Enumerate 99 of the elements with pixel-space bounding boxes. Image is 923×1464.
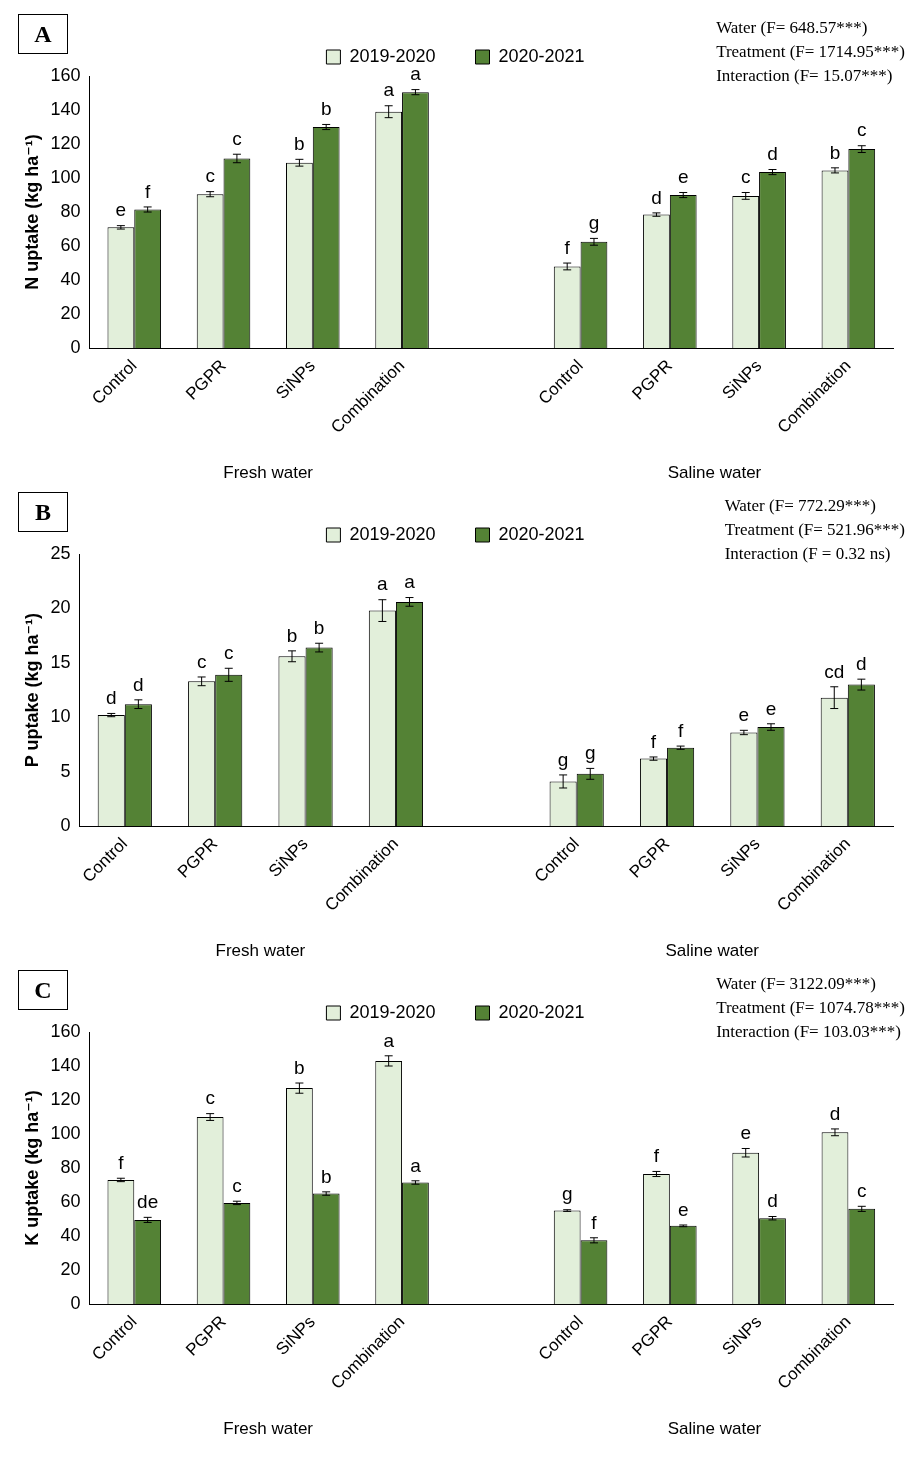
data-label: b [829,141,841,163]
data-label: d [829,1102,841,1124]
data-label: d [767,143,778,165]
data-label: b [294,1056,305,1078]
y-tick-label: 20 [50,597,71,618]
annotation: Interaction (F= 103.03***) [716,1021,902,1043]
data-label: cd [824,660,845,682]
data-label: e [677,1198,689,1220]
data-label: d [105,687,117,709]
legend-label: 2019-2020 [349,523,436,544]
y-tick-label: 160 [50,64,81,85]
y-tick-label: 140 [50,1054,81,1075]
data-label: e [765,697,777,719]
data-label: f [591,1211,598,1233]
y-tick-label: 100 [50,167,81,187]
data-label: d [133,673,144,695]
annotation: Interaction (F= 15.07***) [716,65,894,87]
data-label: c [232,1174,242,1196]
data-label: c [205,165,215,187]
y-tick-label: 10 [50,706,71,727]
data-label: b [286,624,298,646]
text: Water (F= 648.57***) [716,17,869,39]
legend-label: 2019-2020 [349,45,436,66]
data-label: d [856,652,867,674]
y-tick-label: 160 [50,1020,81,1041]
text: Water (F= 772.29***) [724,495,877,517]
y-axis-title: P uptake (kg ha⁻¹) [21,612,42,768]
data-label: g [561,1183,573,1205]
y-tick-label: 120 [50,132,81,153]
text: Treatment (F= 1074.78***) [716,997,905,1019]
annotation: Interaction (F = 0.32 ns) [724,543,892,565]
text: Treatment (F= 1714.95***) [716,41,905,63]
y-tick-label: 140 [50,98,81,119]
legend-label: 2019-2020 [349,1001,436,1022]
data-label: b [313,616,325,638]
chart-title: C [18,970,68,1010]
data-label: f [677,719,684,741]
data-label: a [410,1154,422,1176]
data-label: b [320,98,332,120]
data-label: f [564,236,571,258]
y-tick-label: 0 [70,1293,81,1314]
data-label: e [738,704,750,726]
y-tick-label: 20 [60,303,81,324]
y-tick-label: 0 [70,337,81,358]
data-label: c [857,119,867,141]
y-tick-label: 60 [60,235,81,256]
data-label: a [410,63,422,85]
y-tick-label: 60 [60,1191,81,1212]
text: Fresh water [223,463,314,483]
data-label: g [557,748,569,770]
y-axis-title: N uptake (kg ha⁻¹) [21,134,42,290]
data-label: f [118,1151,125,1173]
y-tick-label: 80 [60,1157,81,1178]
y-tick-label: 25 [50,542,71,563]
y-tick-label: 40 [60,1225,81,1246]
data-label: g [584,742,596,764]
data-label: d [767,1190,778,1212]
data-label: b [320,1165,332,1187]
data-label: c [196,650,207,672]
y-tick-label: 20 [60,1259,81,1280]
text: Saline water [665,941,760,961]
data-label: a [383,79,395,101]
text: Fresh water [223,1419,314,1439]
text: Water (F= 3122.09***) [716,973,877,995]
data-label: c [232,127,242,149]
data-label: a [377,573,389,595]
y-tick-label: 0 [60,815,71,836]
text: Saline water [667,463,762,483]
y-tick-label: 80 [60,201,81,222]
data-label: c [223,642,234,664]
data-label: d [651,186,662,208]
text: Fresh water [215,941,306,961]
y-tick-label: 40 [60,269,81,290]
data-label: c [857,1180,867,1202]
y-tick-label: 5 [60,760,71,781]
data-label: e [115,199,127,221]
data-label: f [653,1145,660,1167]
y-axis-title: K uptake (kg ha⁻¹) [21,1090,42,1246]
y-tick-label: 120 [50,1088,81,1109]
chart-title: A [18,14,68,54]
data-label: c [740,166,751,188]
data-label: c [205,1087,215,1109]
data-label: de [137,1191,159,1213]
legend-label: 2020-2021 [498,45,585,66]
data-label: f [650,730,657,752]
y-tick-label: 100 [50,1123,81,1143]
legend-label: 2020-2021 [498,523,585,544]
text: Treatment (F= 521.96***) [724,519,905,541]
chart-title: B [18,492,68,532]
legend-label: 2020-2021 [498,1001,585,1022]
data-label: f [145,180,152,202]
y-tick-label: 15 [50,651,71,672]
data-label: e [677,166,689,188]
data-label: a [383,1029,395,1051]
text: Saline water [667,1419,762,1439]
data-label: g [588,212,600,234]
data-label: a [404,571,416,593]
data-label: e [740,1122,751,1144]
data-label: b [294,133,305,155]
